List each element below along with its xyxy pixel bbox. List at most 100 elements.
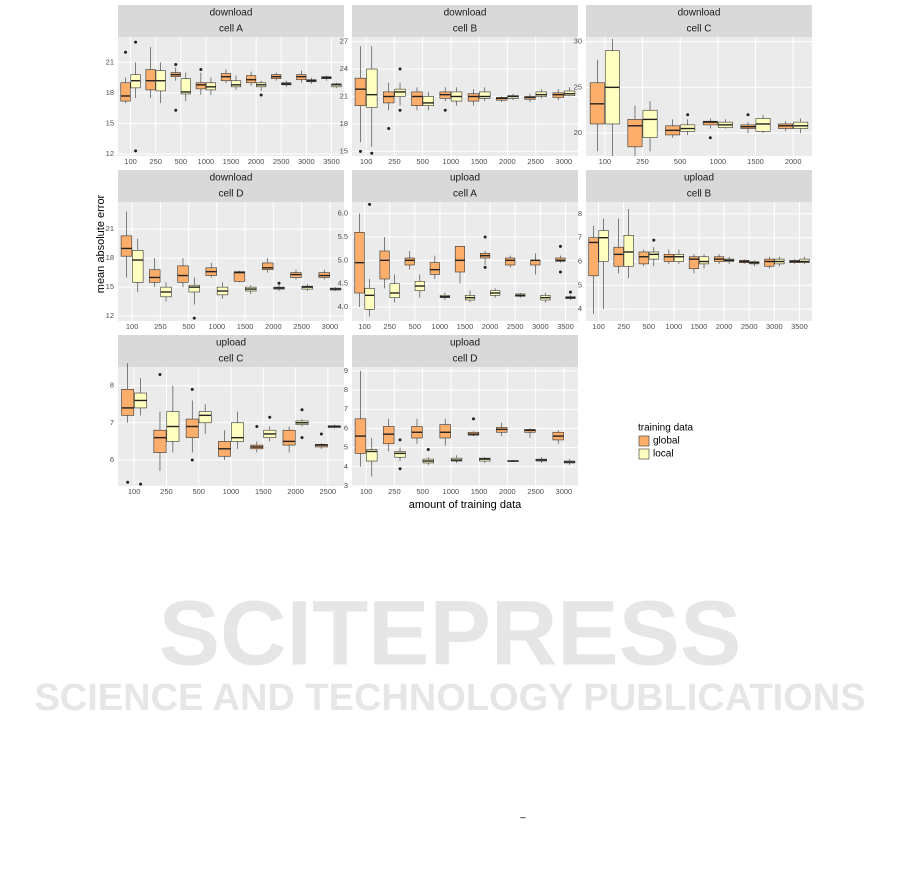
x-tick-label: 100 (360, 487, 373, 496)
strip-label: upload (216, 338, 246, 349)
x-tick-label: 2000 (499, 157, 516, 166)
x-tick-label: 1500 (255, 487, 272, 496)
x-tick-label: 1500 (691, 322, 708, 331)
y-tick-label: 21 (340, 91, 348, 100)
footer-mark: – (520, 813, 526, 824)
y-tick-label: 4.0 (338, 302, 348, 311)
outlier (124, 50, 128, 54)
box (627, 119, 643, 148)
box (177, 265, 189, 283)
x-tick-label: 1000 (209, 322, 226, 331)
box (233, 271, 246, 282)
strip-label: cell A (219, 24, 243, 35)
strip-label: cell B (453, 24, 478, 35)
box (404, 257, 415, 266)
plot-panel (586, 37, 812, 156)
strip-label: download (678, 8, 721, 19)
outlier (300, 408, 304, 412)
y-tick-label: 12 (106, 149, 114, 158)
box (120, 235, 133, 257)
box (702, 120, 718, 126)
outlier (358, 149, 362, 153)
box (588, 237, 599, 277)
outlier (398, 467, 402, 471)
outlier (443, 108, 447, 112)
x-tick-label: 500 (182, 322, 195, 331)
outlier (134, 40, 138, 44)
box (411, 91, 423, 106)
y-tick-label: 6 (578, 256, 582, 265)
strip-label: download (210, 173, 253, 184)
box (688, 256, 700, 269)
x-tick-label: 2500 (320, 487, 337, 496)
y-tick-label: 18 (340, 119, 348, 128)
y-tick-label: 5 (344, 443, 348, 452)
box (454, 246, 466, 273)
x-tick-label: 1500 (471, 487, 488, 496)
x-tick-label: 1000 (198, 157, 215, 166)
box (262, 262, 274, 271)
outlier (370, 151, 374, 155)
x-tick-label: 3500 (791, 322, 808, 331)
y-tick-label: 6 (110, 455, 114, 464)
strip-label: cell D (218, 189, 243, 200)
box (394, 451, 406, 458)
box (121, 389, 135, 416)
outlier (174, 108, 178, 112)
outlier (708, 136, 712, 140)
strip-label: cell A (453, 189, 477, 200)
outlier (426, 448, 430, 452)
box (198, 411, 212, 424)
box (364, 288, 375, 310)
x-tick-label: 500 (175, 157, 188, 166)
outlier (300, 436, 304, 440)
x-tick-label: 500 (674, 157, 687, 166)
box (366, 68, 378, 108)
outlier (126, 480, 130, 484)
x-tick-label: 500 (416, 157, 429, 166)
strip (118, 170, 344, 202)
y-tick-label: 25 (574, 82, 582, 91)
x-tick-label: 1000 (432, 322, 449, 331)
y-tick-label: 7 (344, 404, 348, 413)
x-tick-label: 2500 (741, 322, 758, 331)
x-tick-label: 3500 (557, 322, 574, 331)
y-tick-label: 8 (578, 209, 582, 218)
y-tick-label: 15 (106, 118, 114, 127)
x-tick-label: 100 (360, 157, 373, 166)
y-tick-label: 15 (340, 146, 348, 155)
box (648, 251, 659, 260)
x-tick-label: 250 (388, 157, 401, 166)
box (673, 254, 684, 262)
y-tick-label: 9 (344, 366, 348, 375)
strip (352, 5, 578, 37)
outlier (319, 432, 323, 436)
x-tick-label: 250 (617, 322, 630, 331)
plot-panel (118, 202, 344, 321)
outlier (398, 108, 402, 112)
x-tick-label: 1000 (443, 157, 460, 166)
strip-label: cell C (686, 24, 711, 35)
x-tick-label: 2000 (482, 322, 499, 331)
y-tick-label: 20 (574, 128, 582, 137)
x-tick-label: 100 (592, 322, 605, 331)
legend-label: local (653, 449, 674, 460)
y-axis-title: mean absolute error (95, 194, 107, 293)
x-axis-title: amount of training data (409, 499, 522, 511)
box (467, 93, 480, 102)
outlier (268, 415, 272, 419)
outlier (139, 482, 143, 486)
outlier (255, 425, 259, 428)
x-tick-label: 1000 (223, 487, 240, 496)
box (379, 250, 390, 280)
x-tick-label: 1500 (457, 322, 474, 331)
box (366, 449, 378, 462)
x-tick-label: 3000 (556, 157, 573, 166)
x-tick-label: 100 (124, 157, 137, 166)
y-tick-label: 7 (578, 233, 582, 242)
x-tick-label: 2500 (527, 157, 544, 166)
x-tick-label: 3000 (298, 157, 315, 166)
outlier (398, 438, 402, 442)
y-tick-label: 18 (106, 253, 114, 262)
